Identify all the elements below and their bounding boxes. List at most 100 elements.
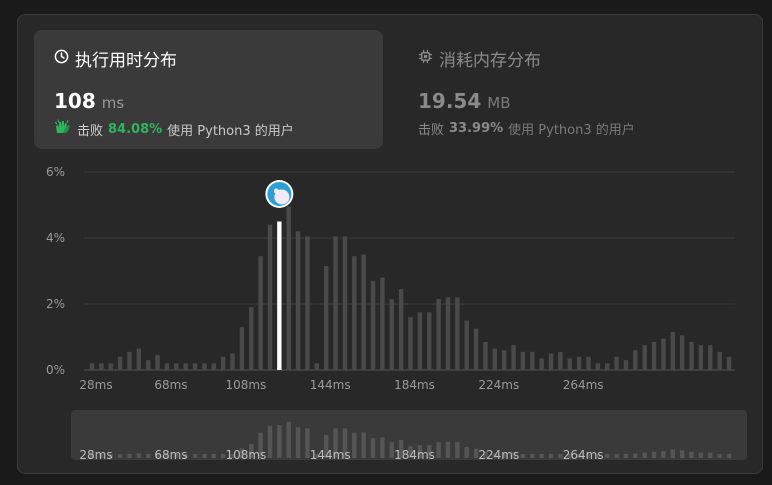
brush-bar — [249, 444, 254, 458]
chart-bar — [623, 360, 629, 370]
brush-bar — [286, 421, 291, 458]
chart-bar — [249, 307, 254, 370]
chart-bars — [89, 206, 732, 370]
brush-bar — [389, 442, 394, 458]
brush-bar — [239, 448, 245, 458]
brush-bar — [333, 428, 338, 458]
chart-bar — [398, 289, 404, 370]
chart-bar — [267, 224, 273, 370]
brush-bar — [586, 454, 591, 458]
chart-bar — [501, 350, 507, 370]
chart-bar — [230, 353, 235, 370]
chart-bar — [127, 351, 132, 370]
x-axis-ticks: 28ms 68ms 108ms 144ms 184ms 224ms 264ms — [79, 378, 603, 392]
brush-tick-label: 28ms — [79, 448, 112, 462]
brush-bar — [511, 452, 516, 458]
memory-value: 19.54 — [418, 89, 482, 113]
brush-bar — [558, 453, 563, 458]
user-bar — [277, 221, 282, 370]
brush-bar — [689, 451, 694, 458]
user-marker — [265, 180, 294, 208]
chart-bar — [464, 320, 469, 370]
brush-bar — [642, 452, 647, 458]
chart-bar — [558, 351, 563, 370]
tab-memory[interactable]: 消耗内存分布 19.54 MB 击败 33.99% 使用 Python3 的用户 — [398, 30, 747, 149]
brush-bar — [679, 450, 685, 458]
brush-bar — [361, 432, 366, 458]
chart-bar — [708, 345, 713, 370]
brush-bar — [708, 452, 713, 458]
range-brush[interactable]: 28ms 68ms 108ms 144ms 184ms 224ms 264ms — [71, 410, 747, 462]
brush-bar — [595, 454, 601, 458]
clap-icon — [54, 119, 72, 139]
brush-bar — [314, 454, 320, 458]
chart-bar — [633, 350, 638, 370]
chart-bar — [511, 345, 516, 370]
chart-bar — [164, 363, 170, 370]
chip-icon — [418, 49, 433, 69]
brush-bar — [726, 454, 732, 458]
brush-bar — [305, 428, 310, 458]
brush-tick-label: 264ms — [563, 448, 604, 462]
brush-bar — [192, 454, 198, 458]
brush-bar — [398, 440, 404, 458]
brush-bar — [633, 453, 638, 458]
brush-bar — [230, 454, 235, 458]
chart-bar — [586, 356, 591, 370]
brush-bar — [370, 438, 376, 458]
brush-bar — [99, 454, 104, 458]
chart-bar — [389, 299, 394, 370]
memory-beat-suffix: 使用 Python3 的用户 — [508, 123, 635, 138]
brush-bar — [155, 454, 160, 458]
x-tick-label: 108ms — [225, 378, 266, 392]
brush-bar — [605, 454, 610, 458]
brush-bar — [164, 454, 170, 458]
brush-tick-label: 224ms — [478, 448, 519, 462]
brush-bar — [417, 445, 423, 458]
brush-bar — [651, 451, 657, 458]
x-tick-label: 224ms — [478, 378, 519, 392]
memory-tab-title: 消耗内存分布 — [439, 51, 541, 71]
chart-bar — [445, 297, 451, 370]
brush-bar — [698, 452, 704, 458]
brush-bar — [220, 454, 226, 458]
chart-bar — [539, 358, 544, 370]
chart-bar — [239, 327, 245, 370]
brush-bar — [267, 425, 273, 458]
chart-bar — [155, 355, 160, 370]
brush-background[interactable] — [71, 410, 747, 460]
runtime-tab-title-row: 执行用时分布 — [54, 46, 363, 71]
brush-bar — [408, 446, 413, 458]
chart-bar — [595, 363, 601, 370]
chart-bar — [567, 358, 572, 370]
chart-bar — [174, 363, 179, 370]
chart-bar — [314, 363, 320, 370]
memory-value-row: 19.54 MB — [418, 89, 727, 113]
brush-bar — [174, 454, 179, 458]
brush-tick-label: 108ms — [225, 448, 266, 462]
runtime-beat-percent: 84.08% — [108, 121, 163, 137]
chart-bar — [473, 328, 479, 370]
brush-tick-label: 68ms — [154, 448, 187, 462]
chart-bar — [455, 297, 460, 370]
x-tick-label: 184ms — [394, 378, 435, 392]
chart-bar — [483, 341, 488, 370]
memory-unit: MB — [487, 94, 511, 112]
chart-bar — [146, 360, 151, 370]
chart-bar — [380, 277, 385, 370]
brush-bar — [258, 432, 263, 458]
brush-bar — [380, 437, 385, 458]
brush-bar — [108, 454, 113, 458]
brush-bar — [136, 453, 142, 458]
chart-bar — [211, 363, 216, 370]
chart-bar — [352, 256, 357, 370]
chart-bar — [548, 353, 554, 370]
brush-bar — [436, 442, 441, 458]
chart-bar — [689, 341, 694, 370]
chart-bar — [417, 312, 423, 370]
tab-runtime[interactable]: 执行用时分布 108 ms 击败 84.08% 使用 Python3 的用户 — [34, 30, 383, 149]
brush-bar — [483, 451, 488, 458]
memory-beat-percent: 33.99% — [449, 121, 504, 136]
runtime-tab-title: 执行用时分布 — [75, 51, 177, 71]
